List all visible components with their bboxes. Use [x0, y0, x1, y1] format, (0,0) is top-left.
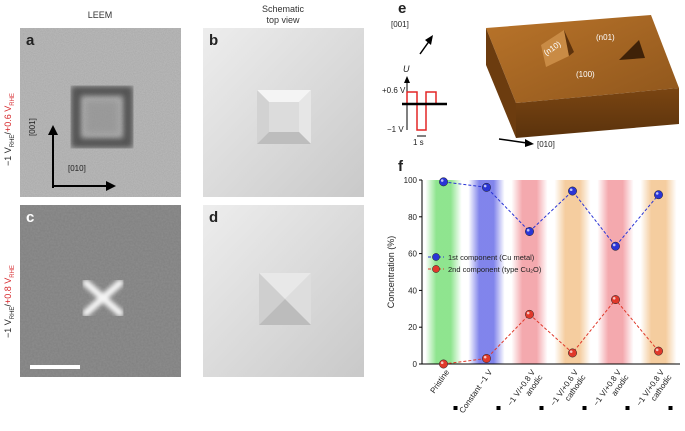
legend-marker-1 — [432, 265, 440, 273]
data-point-highlight — [483, 184, 487, 188]
y-tick-label: 60 — [408, 250, 417, 259]
legend-marker-0 — [432, 253, 440, 261]
schematic-header-line1: Schematic — [261, 4, 305, 14]
y-tick-label: 40 — [408, 286, 417, 295]
leem-header: LEEM — [87, 10, 113, 20]
panel-label-a: a — [26, 32, 35, 49]
y-tick-label: 20 — [408, 323, 417, 332]
schematic-header: Schematic top view — [203, 4, 363, 26]
leem-image-c-graphic — [20, 205, 181, 377]
panel-label-b: b — [209, 32, 219, 49]
data-point — [439, 359, 448, 369]
e-dir-010: [010] — [537, 140, 555, 149]
y-tick-label: 100 — [404, 176, 418, 185]
panel-e-graphic — [402, 15, 679, 147]
data-point-highlight — [483, 355, 487, 359]
e-dir-001: [001] — [391, 20, 409, 29]
data-point-highlight — [569, 188, 573, 192]
y-tick-label: 80 — [408, 213, 417, 222]
schematic-d: d — [203, 205, 364, 377]
data-point — [654, 346, 663, 356]
category-marker — [625, 406, 630, 410]
band-orange-3 — [554, 180, 591, 364]
y-axis-label: Concentration (%) — [386, 236, 396, 309]
category-marker — [539, 406, 544, 410]
band-blue-1 — [468, 180, 505, 364]
band-red-4 — [597, 180, 634, 364]
leem-image-a: a [001] [010] — [20, 28, 181, 197]
schematic-b: b — [203, 28, 364, 197]
schematic-b-graphic — [203, 28, 364, 197]
data-point — [439, 177, 448, 187]
data-point — [654, 190, 663, 200]
leem-image-c: c — [20, 205, 181, 377]
scale-bar — [30, 365, 80, 369]
category-marker — [453, 406, 458, 410]
data-point — [568, 348, 577, 358]
y-tick-label: 0 — [413, 360, 418, 369]
axis-label-010: [010] — [68, 164, 86, 173]
data-point-highlight — [655, 192, 659, 195]
row-label-top: −1 VRHE/+0.6 VRHE — [3, 93, 16, 166]
e-time-label: 1 s — [413, 138, 424, 147]
band-green-0 — [425, 180, 462, 364]
e-face-100: (100) — [576, 70, 595, 79]
panel-label-e: e — [398, 0, 407, 17]
chart-f: 0 20 40 60 80 100 Concentration (%) Pristine Con… — [380, 172, 685, 426]
axis-label-001: [001] — [28, 118, 37, 136]
data-point-highlight — [569, 350, 573, 353]
data-point-highlight — [526, 311, 530, 315]
x-tick-label: Pristine — [428, 368, 451, 395]
data-point — [611, 295, 620, 305]
e-u-label: U — [403, 64, 410, 74]
e-plus-label: +0.6 V — [382, 86, 406, 95]
schematic-d-graphic — [203, 205, 364, 377]
panel-label-f: f — [398, 158, 403, 175]
schematic-header-line2: top view — [266, 15, 300, 25]
row-label-bottom: −1 VRHE/+0.8 VRHE — [3, 265, 16, 338]
data-point — [568, 186, 577, 196]
x-tick-label: Constant −1 V — [458, 367, 495, 414]
data-point-highlight — [440, 361, 444, 364]
band-red-2 — [511, 180, 548, 364]
band-orange-5 — [640, 180, 677, 364]
leem-image-a-graphic — [20, 28, 181, 197]
chart-f-svg: 0 20 40 60 80 100 Concentration (%) Pristine Con… — [386, 176, 680, 415]
panel-label-d: d — [209, 209, 219, 226]
series-line-0 — [443, 181, 659, 248]
data-point-highlight — [655, 348, 659, 352]
category-marker — [582, 406, 587, 410]
e-face-n01: (n01) — [596, 33, 615, 42]
panel-e: U +0.6 V −1 V 1 s [001] [010] (n10) (n01… — [381, 0, 681, 155]
legend-label-1: 2nd component (type Cu₂O) — [448, 265, 542, 274]
data-point-highlight — [612, 243, 616, 247]
data-point-highlight — [440, 179, 444, 182]
data-point-highlight — [526, 228, 530, 232]
x-tick-label-line: Constant −1 V — [458, 367, 495, 414]
category-marker — [496, 406, 501, 410]
e-minus-label: −1 V — [387, 125, 404, 134]
data-point — [525, 309, 534, 319]
data-point — [611, 241, 620, 251]
data-point — [482, 182, 491, 192]
data-point — [482, 354, 491, 363]
panel-label-c: c — [26, 209, 35, 226]
legend-label-0: 1st component (Cu metal) — [448, 253, 535, 262]
data-point-highlight — [612, 297, 616, 300]
category-marker — [668, 406, 673, 410]
x-tick-label-line: Pristine — [428, 368, 451, 395]
series-line-1 — [443, 298, 659, 365]
data-point — [525, 227, 534, 236]
